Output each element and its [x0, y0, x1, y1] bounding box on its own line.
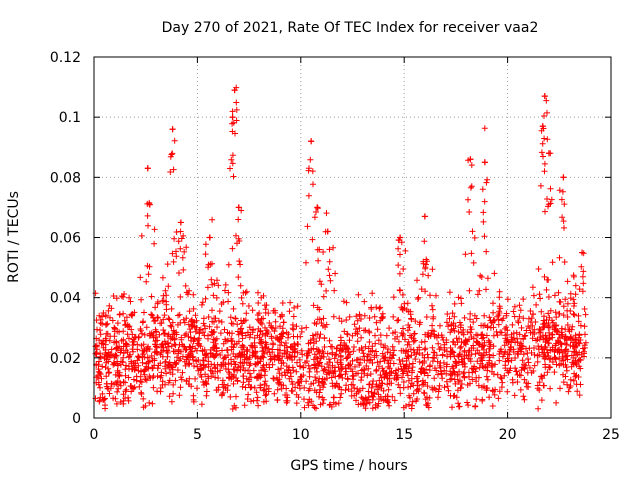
y-tick-label: 0.06 — [50, 231, 81, 247]
peak-data-point — [397, 234, 404, 241]
peak-data-point — [324, 228, 331, 235]
peak-data-point — [314, 204, 321, 211]
peak-data-point — [421, 213, 428, 220]
peak-data-point — [231, 87, 238, 94]
y-tick-label: 0.02 — [50, 351, 81, 367]
x-tick-label: 25 — [602, 427, 620, 443]
peak-data-point — [177, 219, 184, 226]
peak-data-point — [560, 174, 567, 181]
y-tick-label: 0.1 — [59, 110, 81, 126]
y-axis-title: ROTI / TECUs — [6, 191, 22, 283]
peak-data-point — [481, 159, 488, 166]
y-tick-label: 0.12 — [50, 50, 81, 66]
peak-data-point — [235, 204, 242, 211]
data-points — [92, 84, 589, 412]
y-tick-label: 0.08 — [50, 170, 81, 186]
x-axis-title: GPS time / hours — [290, 458, 407, 474]
peak-data-point — [144, 165, 151, 172]
peak-data-point — [229, 114, 236, 121]
axis-ticks: 0 5 10 15 20 25 0 0.02 0.04 0.06 0.08 0.1 0.12 — [50, 50, 620, 443]
data-point-markers — [92, 84, 589, 412]
x-tick-label: 0 — [90, 427, 99, 443]
x-tick-label: 10 — [292, 427, 310, 443]
y-tick-label: 0 — [72, 411, 81, 427]
peak-data-point — [579, 249, 586, 256]
y-tick-label: 0.04 — [50, 291, 81, 307]
peak-data-point — [169, 126, 176, 133]
peak-data-point — [541, 93, 548, 100]
peak-data-point — [308, 138, 315, 145]
peak-data-point — [206, 234, 213, 241]
peak-data-point — [467, 156, 474, 163]
x-tick-label: 15 — [395, 427, 413, 443]
chart-title: Day 270 of 2021, Rate Of TEC Index for r… — [162, 20, 539, 36]
peak-data-point — [539, 123, 546, 130]
x-tick-label: 20 — [499, 427, 517, 443]
x-tick-label: 5 — [193, 427, 202, 443]
peak-data-point — [545, 150, 552, 157]
